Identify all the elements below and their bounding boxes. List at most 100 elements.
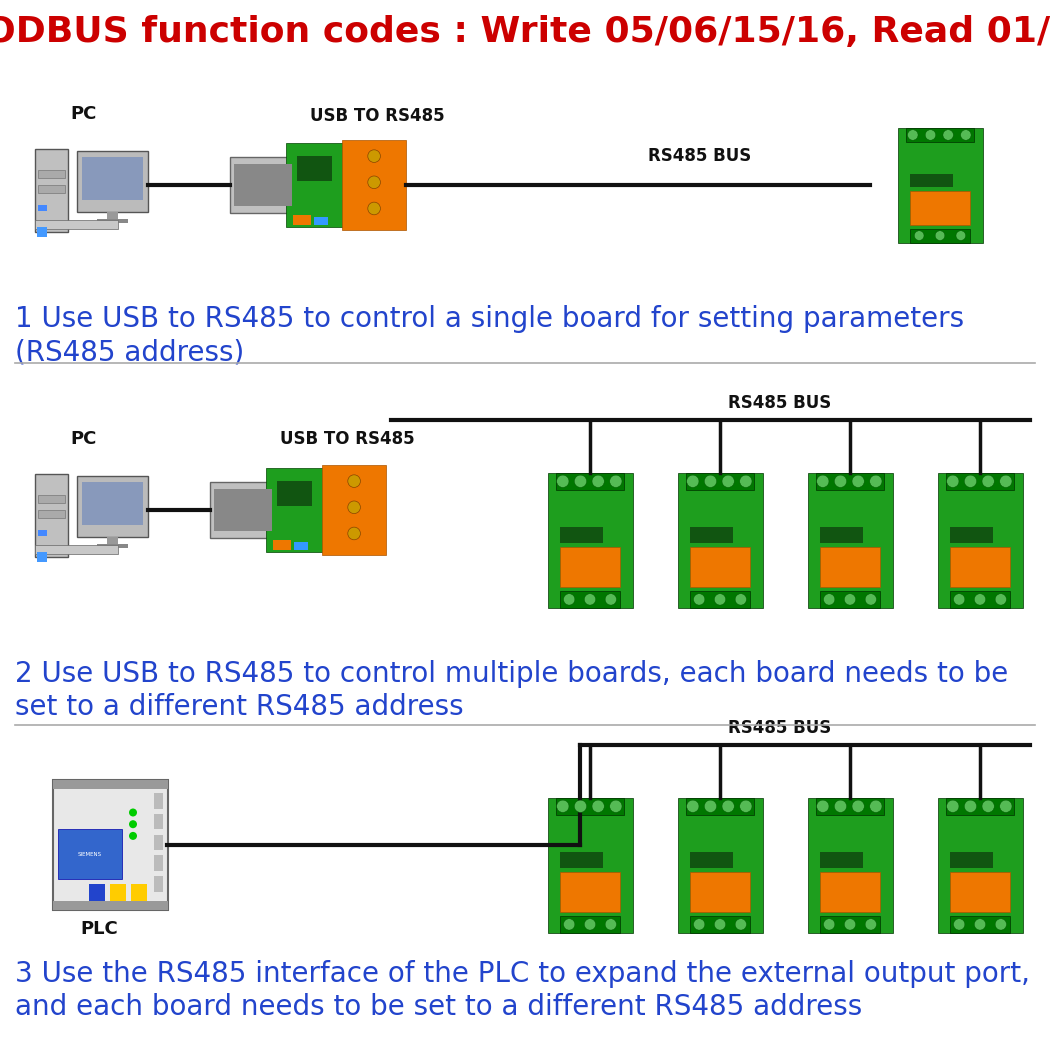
Circle shape bbox=[348, 527, 360, 540]
Circle shape bbox=[556, 800, 569, 813]
Bar bbox=[950, 591, 1010, 608]
Circle shape bbox=[574, 476, 587, 487]
Circle shape bbox=[956, 231, 966, 240]
Circle shape bbox=[947, 800, 959, 813]
Text: USB TO RS485: USB TO RS485 bbox=[310, 107, 444, 125]
Bar bbox=[153, 876, 163, 891]
Circle shape bbox=[129, 820, 136, 828]
Circle shape bbox=[865, 593, 877, 605]
Bar bbox=[686, 798, 754, 815]
Circle shape bbox=[835, 476, 846, 487]
Bar bbox=[37, 552, 47, 562]
Bar bbox=[35, 545, 118, 554]
Circle shape bbox=[735, 593, 747, 605]
Circle shape bbox=[964, 800, 977, 813]
Text: RS485 BUS: RS485 BUS bbox=[649, 147, 752, 165]
Bar bbox=[807, 472, 892, 608]
Bar bbox=[561, 917, 620, 932]
Circle shape bbox=[556, 476, 569, 487]
Bar bbox=[950, 547, 1010, 587]
Bar bbox=[910, 191, 970, 226]
Bar bbox=[547, 798, 632, 932]
Bar bbox=[286, 143, 356, 227]
Bar bbox=[35, 475, 68, 556]
Bar bbox=[266, 468, 336, 552]
Bar bbox=[89, 884, 105, 901]
Bar bbox=[938, 472, 1023, 608]
Bar bbox=[130, 884, 147, 901]
Bar bbox=[35, 220, 118, 229]
Circle shape bbox=[129, 808, 136, 817]
Bar bbox=[690, 591, 750, 608]
Circle shape bbox=[605, 919, 616, 930]
Text: (RS485 address): (RS485 address) bbox=[15, 338, 245, 366]
Text: USB TO RS485: USB TO RS485 bbox=[280, 430, 415, 448]
Circle shape bbox=[995, 919, 1007, 930]
Bar bbox=[82, 482, 143, 525]
Circle shape bbox=[1000, 800, 1012, 813]
Circle shape bbox=[705, 476, 716, 487]
Circle shape bbox=[947, 476, 959, 487]
Circle shape bbox=[368, 150, 380, 163]
Bar bbox=[276, 481, 312, 506]
Bar bbox=[690, 917, 750, 932]
Bar bbox=[230, 158, 296, 212]
Circle shape bbox=[687, 800, 699, 813]
Bar bbox=[556, 472, 624, 490]
Circle shape bbox=[974, 593, 986, 605]
Bar bbox=[690, 547, 750, 587]
Circle shape bbox=[739, 800, 752, 813]
Circle shape bbox=[722, 800, 734, 813]
Bar bbox=[556, 798, 624, 815]
Circle shape bbox=[564, 919, 574, 930]
Bar bbox=[677, 798, 762, 932]
Circle shape bbox=[368, 176, 380, 189]
Bar bbox=[816, 798, 884, 815]
Bar bbox=[38, 530, 46, 537]
Bar bbox=[950, 852, 992, 867]
Text: MODBUS function codes : Write 05/06/15/16, Read 01/03: MODBUS function codes : Write 05/06/15/1… bbox=[0, 15, 1050, 49]
Circle shape bbox=[823, 919, 835, 930]
Bar bbox=[234, 164, 292, 206]
Bar bbox=[38, 170, 65, 178]
Text: PC: PC bbox=[70, 105, 97, 123]
Bar bbox=[82, 156, 143, 201]
Bar bbox=[898, 127, 983, 243]
Circle shape bbox=[974, 919, 986, 930]
Circle shape bbox=[982, 476, 994, 487]
Text: RS485 BUS: RS485 BUS bbox=[729, 719, 832, 737]
Circle shape bbox=[817, 800, 828, 813]
Bar bbox=[820, 547, 880, 587]
Bar bbox=[77, 477, 148, 537]
Bar bbox=[820, 591, 880, 608]
Bar bbox=[52, 901, 168, 910]
Bar bbox=[561, 526, 603, 543]
Circle shape bbox=[936, 231, 945, 240]
Circle shape bbox=[823, 593, 835, 605]
Circle shape bbox=[964, 476, 977, 487]
Circle shape bbox=[592, 800, 605, 813]
Circle shape bbox=[907, 130, 918, 141]
Circle shape bbox=[869, 476, 882, 487]
Circle shape bbox=[739, 476, 752, 487]
Text: 1 Use USB to RS485 to control a single board for setting parameters: 1 Use USB to RS485 to control a single b… bbox=[15, 304, 964, 333]
Bar bbox=[820, 917, 880, 932]
Circle shape bbox=[852, 800, 864, 813]
Bar bbox=[820, 852, 863, 867]
Circle shape bbox=[610, 800, 622, 813]
Bar bbox=[910, 229, 970, 243]
Bar bbox=[153, 856, 163, 872]
Bar bbox=[38, 206, 46, 211]
Circle shape bbox=[722, 476, 734, 487]
Text: RS485 BUS: RS485 BUS bbox=[729, 394, 832, 412]
Text: 2 Use USB to RS485 to control multiple boards, each board needs to be: 2 Use USB to RS485 to control multiple b… bbox=[15, 660, 1008, 688]
Bar bbox=[107, 537, 119, 544]
Bar bbox=[293, 215, 311, 225]
Circle shape bbox=[925, 130, 936, 141]
Bar bbox=[690, 852, 733, 867]
Circle shape bbox=[835, 800, 846, 813]
Bar bbox=[273, 540, 291, 550]
Bar bbox=[677, 472, 762, 608]
Bar bbox=[690, 526, 733, 543]
Text: and each board needs to be set to a different RS485 address: and each board needs to be set to a diff… bbox=[15, 993, 862, 1021]
